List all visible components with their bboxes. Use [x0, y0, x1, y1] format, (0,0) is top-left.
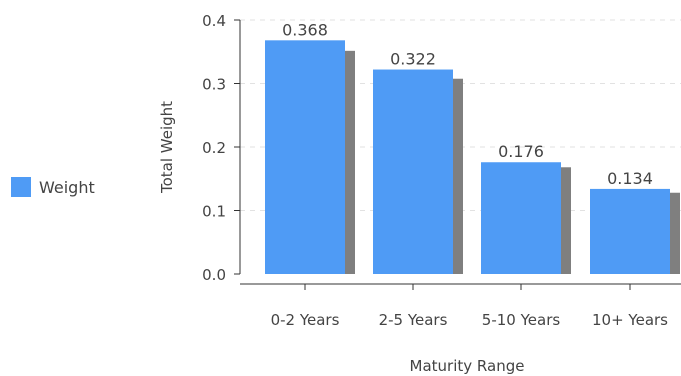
- bar-shadow: [453, 78, 463, 275]
- y-axis-title: Total Weight: [158, 101, 176, 194]
- legend-swatch-weight: [11, 177, 31, 197]
- y-tick-label: 0.1: [202, 203, 226, 221]
- bar[interactable]: [481, 162, 561, 274]
- data-label: 0.176: [498, 142, 544, 161]
- y-tick-label: 0.4: [202, 12, 226, 30]
- y-ticks: 0.0 0.1 0.2 0.3 0.4: [202, 12, 240, 284]
- bars: [265, 40, 680, 275]
- bar-shadow: [561, 167, 571, 274]
- bar[interactable]: [265, 40, 345, 274]
- x-ticks: 0-2 Years 2-5 Years 5-10 Years 10+ Years: [271, 284, 668, 329]
- x-tick-label: 0-2 Years: [271, 311, 340, 329]
- legend[interactable]: Weight: [11, 177, 95, 197]
- data-label: 0.322: [390, 50, 436, 69]
- y-tick-label: 0.3: [202, 76, 226, 94]
- x-tick-label: 2-5 Years: [379, 311, 448, 329]
- data-labels: 0.368 0.322 0.176 0.134: [282, 20, 653, 188]
- bar-shadow: [670, 192, 680, 274]
- bar[interactable]: [373, 69, 453, 274]
- x-axis-title: Maturity Range: [410, 357, 525, 375]
- y-tick-label: 0.2: [202, 139, 226, 157]
- data-label: 0.134: [607, 169, 653, 188]
- y-tick-label: 0.0: [202, 266, 226, 284]
- bar[interactable]: [590, 188, 670, 274]
- bar-shadow: [345, 50, 355, 274]
- x-tick-label: 10+ Years: [592, 311, 668, 329]
- legend-label-weight: Weight: [39, 178, 95, 197]
- x-tick-label: 5-10 Years: [482, 311, 561, 329]
- data-label: 0.368: [282, 20, 328, 39]
